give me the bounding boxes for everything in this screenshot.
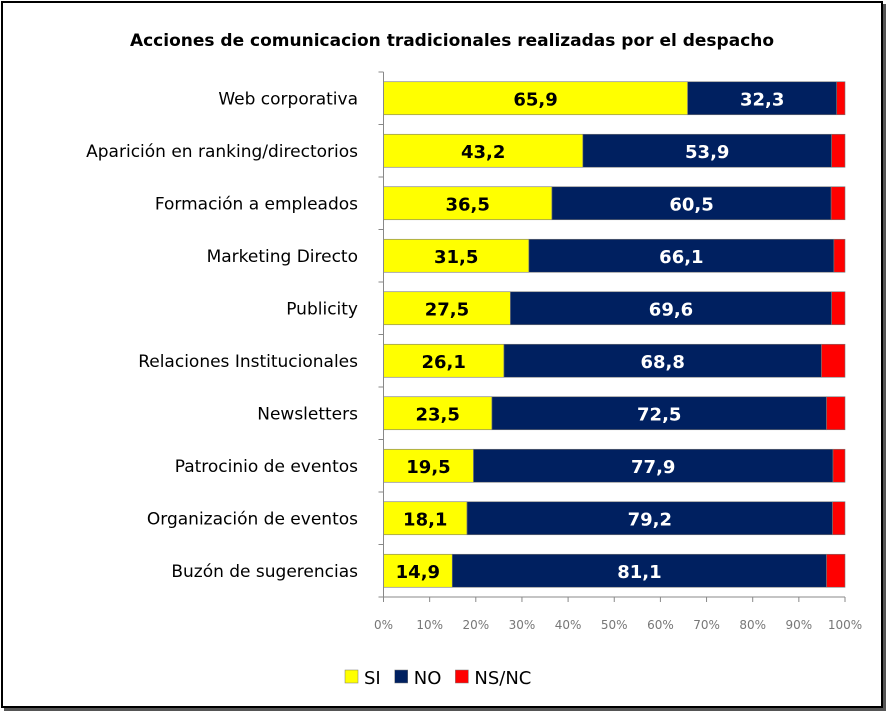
legend-swatch bbox=[394, 669, 408, 684]
bar-segment-nsnc bbox=[826, 396, 846, 431]
bar-segment-si bbox=[383, 81, 688, 116]
data-label: 60,5 bbox=[669, 194, 713, 215]
data-label: 31,5 bbox=[434, 247, 478, 268]
data-label: 77,9 bbox=[631, 457, 675, 478]
x-tick-label: 90% bbox=[786, 618, 813, 632]
category-label: Web corporativa bbox=[218, 89, 358, 109]
x-tick-label: 100% bbox=[828, 618, 862, 632]
x-tick-label: 50% bbox=[601, 618, 628, 632]
data-label: 72,5 bbox=[637, 404, 681, 425]
category-label: Newsletters bbox=[257, 404, 358, 424]
x-tick-label: 0% bbox=[374, 618, 393, 632]
x-tick-label: 60% bbox=[647, 618, 674, 632]
legend-swatch bbox=[344, 669, 359, 684]
legend-label: NO bbox=[414, 668, 442, 689]
bar-segment-nsnc bbox=[830, 186, 846, 221]
data-label: 14,9 bbox=[396, 562, 440, 583]
data-label: 18,1 bbox=[403, 509, 447, 530]
bar-segment-nsnc bbox=[832, 448, 846, 483]
x-tick-label: 30% bbox=[509, 618, 536, 632]
x-tick-label: 80% bbox=[739, 618, 766, 632]
chart-title: Acciones de comunicacion tradicionales r… bbox=[130, 31, 774, 51]
bar-segment-no bbox=[466, 501, 833, 536]
bar-segment-no bbox=[528, 238, 835, 273]
data-label: 65,9 bbox=[513, 89, 557, 110]
category-label: Organización de eventos bbox=[147, 509, 358, 529]
bar-segment-nsnc bbox=[831, 291, 846, 326]
category-label: Marketing Directo bbox=[207, 247, 358, 267]
data-label: 32,3 bbox=[740, 89, 784, 110]
data-label: 19,5 bbox=[406, 457, 450, 478]
chart-frame bbox=[1, 1, 883, 708]
bar-segment-no bbox=[503, 343, 822, 378]
bar-segment-si bbox=[383, 343, 505, 378]
bar-segment-si bbox=[383, 291, 511, 326]
category-label: Buzón de sugerencias bbox=[171, 562, 358, 582]
bar-segment-nsnc bbox=[832, 501, 846, 536]
legend-label: SI bbox=[364, 668, 381, 689]
bar-segment-no bbox=[551, 186, 832, 221]
data-label: 66,1 bbox=[659, 247, 703, 268]
data-label: 43,2 bbox=[461, 142, 505, 163]
legend-swatch bbox=[455, 669, 469, 684]
category-label: Publicity bbox=[286, 299, 358, 319]
bar-segment-no bbox=[491, 396, 827, 431]
bar-segment-no bbox=[582, 133, 832, 168]
bar-segment-nsnc bbox=[831, 133, 846, 168]
bar-segment-nsnc bbox=[826, 553, 846, 588]
bar-segment-si bbox=[383, 396, 493, 431]
category-label: Patrocinio de eventos bbox=[175, 457, 358, 477]
bar-segment-no bbox=[473, 448, 834, 483]
bar-segment-no bbox=[451, 553, 827, 588]
category-label: Relaciones Institucionales bbox=[138, 352, 358, 372]
data-label: 27,5 bbox=[425, 299, 469, 320]
bar-segment-si bbox=[383, 553, 453, 588]
bar-segment-no bbox=[510, 291, 832, 326]
x-tick-label: 70% bbox=[693, 618, 720, 632]
data-label: 69,6 bbox=[649, 299, 693, 320]
data-label: 53,9 bbox=[685, 142, 729, 163]
legend-label: NS/NC bbox=[474, 668, 531, 689]
x-tick-label: 10% bbox=[416, 618, 443, 632]
data-label: 36,5 bbox=[446, 194, 490, 215]
bar-segment-no bbox=[687, 81, 837, 116]
data-label: 79,2 bbox=[628, 509, 672, 530]
x-tick-label: 40% bbox=[555, 618, 582, 632]
x-tick-label: 20% bbox=[462, 618, 489, 632]
data-label: 23,5 bbox=[416, 404, 460, 425]
category-label: Aparición en ranking/directorios bbox=[86, 142, 358, 162]
data-label: 68,8 bbox=[640, 352, 684, 373]
category-label: Formación a empleados bbox=[155, 194, 358, 214]
bar-segment-nsnc bbox=[833, 238, 846, 273]
bar-segment-nsnc bbox=[821, 343, 846, 378]
bar-segment-si bbox=[383, 501, 468, 536]
data-label: 26,1 bbox=[422, 352, 466, 373]
data-label: 81,1 bbox=[617, 562, 661, 583]
bar-segment-si bbox=[383, 448, 474, 483]
bar-segment-nsnc bbox=[836, 81, 846, 116]
